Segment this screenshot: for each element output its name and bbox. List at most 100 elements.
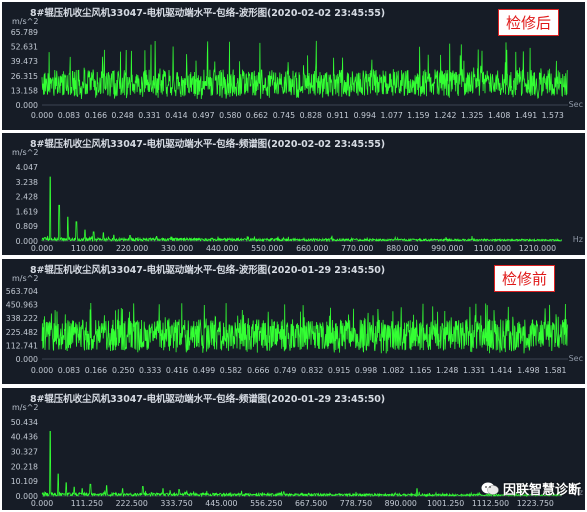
x-tick-label: 222.500 <box>116 499 148 508</box>
x-tick-label: 0.000 <box>31 244 53 253</box>
x-tick-label: 440.000 <box>206 244 238 253</box>
y-tick-label: 0.000 <box>16 355 38 364</box>
x-unit-label: Hz <box>572 235 583 244</box>
x-tick-label: 0.000 <box>31 366 53 375</box>
x-tick-label: 1.242 <box>434 111 456 120</box>
x-tick-label: 0.000 <box>31 111 53 120</box>
x-tick-label: 1.077 <box>381 111 403 120</box>
y-tick-label: 112.741 <box>6 341 38 350</box>
x-tick-label: 0.745 <box>273 111 295 120</box>
x-tick-label: 1.414 <box>490 366 512 375</box>
y-tick-label: 52.631 <box>11 43 38 52</box>
x-tick-label: 1223.750 <box>517 499 554 508</box>
x-tick-label: 0.994 <box>354 111 376 120</box>
x-tick-label: 1100.000 <box>474 244 511 253</box>
x-tick-label: 1.159 <box>407 111 429 120</box>
x-tick-label: 660.000 <box>296 244 328 253</box>
x-tick-label: 445.000 <box>205 499 237 508</box>
y-tick-label: 3.238 <box>16 178 38 187</box>
signal-trace <box>41 302 568 354</box>
y-tick-label: 20.218 <box>11 462 38 471</box>
y-tick-label: 0.809 <box>16 222 38 231</box>
y-unit-label: m/s^2 <box>12 148 39 157</box>
chart-title: 8#辊压机收尘风机33047-电机驱动端水平-包络-频谱图(2020-02-02… <box>30 139 385 150</box>
x-tick-label: 1.248 <box>436 366 458 375</box>
y-tick-label: 563.704 <box>6 287 38 296</box>
x-tick-label: 0.497 <box>192 111 214 120</box>
x-tick-label: 890.000 <box>385 499 417 508</box>
watermark: 因联智慧诊断 <box>481 479 581 498</box>
x-tick-label: 770.000 <box>341 244 373 253</box>
y-tick-label: 2.428 <box>16 193 38 202</box>
x-tick-label: 0.333 <box>139 366 161 375</box>
x-tick-label: 1210.000 <box>519 244 556 253</box>
y-tick-label: 0.000 <box>16 101 38 110</box>
y-tick-label: 0.000 <box>16 492 38 501</box>
y-tick-label: 26.315 <box>11 72 38 81</box>
x-tick-label: 0.166 <box>85 366 107 375</box>
after-maintenance-badge: 检修后 <box>498 9 560 36</box>
y-tick-label: 13.158 <box>11 86 38 95</box>
x-tick-label: 550.000 <box>251 244 283 253</box>
x-tick-label: 0.414 <box>165 111 187 120</box>
y-tick-label: 225.482 <box>6 328 38 337</box>
x-tick-label: 0.250 <box>112 366 134 375</box>
y-tick-label: 0.000 <box>16 237 38 246</box>
y-tick-label: 30.327 <box>11 448 38 457</box>
x-tick-label: 110.000 <box>71 244 103 253</box>
x-tick-label: 0.915 <box>328 366 350 375</box>
x-tick-label: 1.325 <box>461 111 483 120</box>
signal-trace <box>41 40 568 100</box>
y-tick-label: 4.047 <box>16 163 38 172</box>
x-tick-label: 0.749 <box>274 366 296 375</box>
x-tick-label: 0.666 <box>247 366 269 375</box>
x-tick-label: 330.000 <box>161 244 193 253</box>
x-tick-label: 1.408 <box>488 111 510 120</box>
signal-trace <box>41 176 562 243</box>
x-tick-label: 0.662 <box>246 111 268 120</box>
x-tick-label: 0.499 <box>193 366 215 375</box>
y-unit-label: m/s^2 <box>12 17 39 26</box>
x-tick-label: 0.580 <box>219 111 241 120</box>
x-tick-label: 880.000 <box>386 244 418 253</box>
x-tick-label: 1.491 <box>515 111 537 120</box>
y-tick-label: 10.109 <box>11 477 38 486</box>
x-tick-label: 0.000 <box>31 499 53 508</box>
spectrum-panel-after: 8#辊压机收尘风机33047-电机驱动端水平-包络-频谱图(2020-02-02… <box>2 133 585 255</box>
watermark-text: 因联智慧诊断 <box>502 483 581 498</box>
x-tick-label: 778.750 <box>340 499 372 508</box>
x-tick-label: 1.331 <box>463 366 485 375</box>
chart-title: 8#辊压机收尘风机33047-电机驱动端水平-包络-频谱图(2020-01-29… <box>30 394 385 405</box>
waveform-panel-after: 8#辊压机收尘风机33047-电机驱动端水平-包络-波形图(2020-02-02… <box>2 2 585 130</box>
x-tick-label: 1.498 <box>517 366 539 375</box>
y-tick-label: 65.789 <box>11 28 38 37</box>
chart-title: 8#辊压机收尘风机33047-电机驱动端水平-包络-波形图(2020-01-29… <box>30 265 385 276</box>
x-tick-label: 990.000 <box>431 244 463 253</box>
x-unit-label: Sec <box>568 354 583 363</box>
x-tick-label: 1001.250 <box>427 499 464 508</box>
x-tick-label: 333.750 <box>160 499 192 508</box>
x-tick-label: 0.166 <box>85 111 107 120</box>
y-tick-label: 39.473 <box>11 57 38 66</box>
wechat-icon <box>481 482 499 495</box>
y-tick-label: 1.619 <box>16 207 38 216</box>
x-tick-label: 0.083 <box>58 366 80 375</box>
y-tick-label: 450.963 <box>6 301 38 310</box>
signal-trace <box>41 431 562 498</box>
waveform-chart-before: 563.704 450.963 338.222 225.482 112.741 0.000… <box>6 287 568 375</box>
x-tick-label: 0.998 <box>355 366 377 375</box>
x-tick-label: 0.331 <box>138 111 160 120</box>
before-maintenance-badge: 检修前 <box>494 265 556 292</box>
x-tick-label: 1112.500 <box>472 499 509 508</box>
x-tick-label: 220.000 <box>116 244 148 253</box>
y-tick-label: 40.436 <box>11 433 38 442</box>
y-tick-label: 50.434 <box>11 418 38 427</box>
x-tick-label: 0.582 <box>220 366 242 375</box>
y-unit-label: m/s^2 <box>12 274 39 283</box>
x-tick-label: 0.828 <box>300 111 322 120</box>
x-tick-label: 0.416 <box>166 366 188 375</box>
waveform-panel-before: 8#辊压机收尘风机33047-电机驱动端水平-包络-波形图(2020-01-29… <box>2 259 585 384</box>
x-tick-label: 1.573 <box>542 111 564 120</box>
spectrum-chart-before: 50.434 40.436 30.327 20.218 10.109 0.0000.000… <box>11 418 562 508</box>
